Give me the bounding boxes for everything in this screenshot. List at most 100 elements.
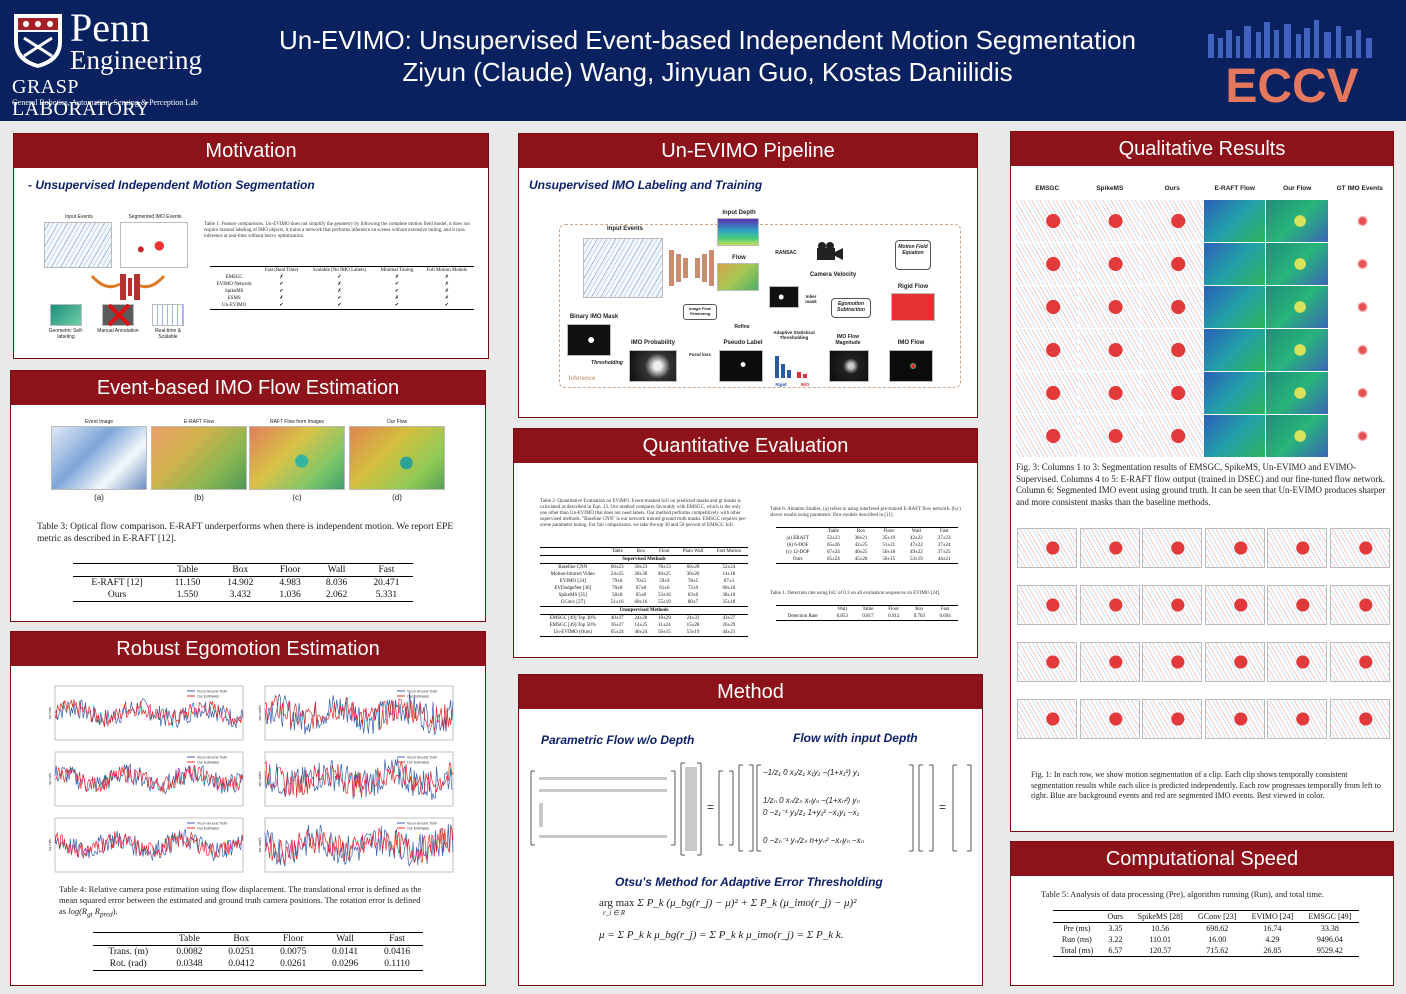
table-cell: 65±8	[635, 593, 646, 598]
table-header: Ours	[1100, 910, 1130, 923]
table-cell: 60±10	[722, 586, 736, 591]
eccv-wordmark: ECCV	[1225, 60, 1358, 108]
qual-result-image	[1266, 415, 1328, 457]
clip-slice-image	[1204, 585, 1265, 625]
table-cell: 38±21	[854, 536, 868, 541]
legend-label: Vicon Ground Truth	[197, 756, 227, 760]
encoder-decoder-icon	[669, 250, 714, 286]
qual-result-image	[1328, 415, 1390, 457]
pose-error-table: Table Box Floor Wall Fast Trans. (m) 0.0…	[93, 932, 423, 971]
qual-result-image	[1266, 243, 1328, 285]
table-cell: Detection Rate	[787, 614, 818, 619]
table-cell: 10.56	[1151, 924, 1170, 933]
table-cell: EMSGC [49] Top 30%	[549, 616, 596, 621]
ground-truth-series	[264, 758, 454, 800]
table-cell: 60±16	[634, 600, 648, 605]
speed-title: Computational Speed	[1011, 842, 1393, 876]
lbl-image-flow: Image Flow Finetuning	[689, 306, 711, 316]
table-cell: ✗	[279, 296, 284, 301]
qual-result-image	[1203, 200, 1265, 242]
eccv-logo: ECCV	[1208, 20, 1372, 108]
table-cell: 0.0251	[228, 947, 255, 957]
table-header: Floor	[883, 529, 895, 534]
table-header: EVIMO [24]	[1243, 910, 1301, 923]
event-image	[51, 426, 147, 490]
legend-label: Our Estimates	[197, 827, 219, 831]
flow-epe-table: Table Box Floor Wall Fast E-RAFT [12] 11…	[73, 563, 413, 602]
clip-slice-image	[1142, 642, 1202, 682]
feature-comparison-table: Fast (Real Time) Scalable (No IMO Labels…	[210, 266, 474, 310]
cross-icon	[107, 303, 131, 327]
table-cell: Trans. (m)	[108, 947, 149, 957]
method-panel: Method Parametric Flow w/o Depth Flow wi…	[518, 674, 983, 986]
table-cell: 0.0141	[332, 947, 359, 957]
fig-label-segmented: Segmented IMO Events	[128, 214, 182, 220]
legend-label: Vicon Ground Truth	[407, 756, 437, 760]
table-row: Run (ms) 3.22 110.01 16.00 4.29 9496.04	[1053, 934, 1359, 945]
table-cell: 1.550	[176, 590, 199, 600]
table-cell: 0.817	[862, 614, 874, 619]
speed-table: Ours SpikeMS [28] GConv [23] EVIMO [24] …	[1053, 910, 1359, 957]
lbl-inlier-mask: Inlier mask	[805, 294, 817, 304]
camera-icon	[817, 242, 843, 260]
pipeline-panel: Un-EVIMO Pipeline Unsupervised IMO Label…	[518, 133, 978, 418]
table-section-row: Supervised Methods	[540, 555, 748, 564]
table-header	[776, 606, 829, 614]
table-cell: 30±26	[686, 572, 700, 577]
otsu-main: Σ P_k (μ_bg(r_j) − μ)² + Σ P_k (μ_imo(r_…	[637, 897, 857, 909]
egomotion-caption-text: Table 4: Relative camera pose estimation…	[59, 884, 422, 916]
table2-caption: Table 2: Quantitative Evaluation on EVIM…	[540, 499, 747, 528]
clip-slice-image	[1329, 699, 1390, 739]
table-cell: 52±24	[722, 565, 736, 570]
table-cell: ✗	[444, 275, 449, 280]
clip-slice-image	[1204, 642, 1265, 682]
lbl-input-events: Input Events	[606, 226, 643, 232]
logo-engineering: Engineering	[70, 45, 202, 75]
table-cell: 50±18	[882, 550, 896, 555]
qual-result-image	[1328, 243, 1390, 285]
table-cell: ✗	[394, 275, 400, 280]
legend-label: Our Estimates	[407, 695, 429, 699]
table-cell: GConv [27]	[560, 600, 585, 605]
table-section-label: Unsupervised Methods	[540, 606, 748, 615]
table-cell: 42±25	[854, 543, 868, 548]
table-cell: 5.331	[375, 590, 398, 600]
title-block: Un-EVIMO: Unsupervised Event-based Indep…	[230, 24, 1185, 88]
table-header: Wall	[837, 607, 847, 612]
img-title-raft: RAFT Flow from Images	[269, 419, 325, 425]
qual-result-image	[1141, 200, 1203, 242]
egomotion-panel: Robust Egomotion Estimation vx m/s Vicon …	[10, 631, 486, 986]
ground-truth-series	[54, 763, 244, 795]
table-cell: 53±19	[686, 630, 700, 635]
table-cell: EVDodgeNet [36]	[554, 586, 592, 591]
table-cell: 67±3	[723, 579, 735, 584]
table-cell: 45±26	[854, 557, 868, 562]
table-cell: 79±6	[612, 579, 623, 584]
table-cell: 50±23	[634, 565, 648, 570]
pipeline-inlier-mask	[769, 286, 799, 308]
legend-label: Vicon Ground Truth	[407, 690, 437, 694]
svg-text:1/zₙ 0 xₙ/zₙ xₙyₙ −(1+x: 1/zₙ 0 xₙ/zₙ xₙyₙ −(1+xₙ²) yₙ	[763, 796, 860, 805]
qual-result-image	[1078, 200, 1140, 242]
img-title-eraft: E-RAFT Flow	[184, 419, 214, 425]
table-cell: ✔	[394, 303, 400, 308]
table-row: SpikeMS ✔ ✗ ✔ ✗	[210, 288, 474, 295]
egomotion-caption-log: log	[68, 906, 80, 916]
table-header: Fast Motion	[716, 549, 742, 554]
lbl-adaptive: Adaptive Statistical Thresholding	[773, 330, 815, 340]
pipeline-input-depth	[717, 218, 759, 246]
input-events-image	[44, 222, 112, 268]
lbl-imo-prob: IMO Probability	[630, 340, 675, 346]
table-cell: ✔	[337, 303, 342, 308]
table-header: SpikeMS [28]	[1129, 910, 1191, 923]
table-cell: 50±8	[612, 593, 623, 598]
table-cell: Ours	[107, 590, 127, 600]
table-cell: (b) 6-DOF	[787, 543, 809, 548]
table-cell: ✗	[444, 296, 449, 301]
egomotion-caption-gt: gt	[87, 910, 93, 919]
